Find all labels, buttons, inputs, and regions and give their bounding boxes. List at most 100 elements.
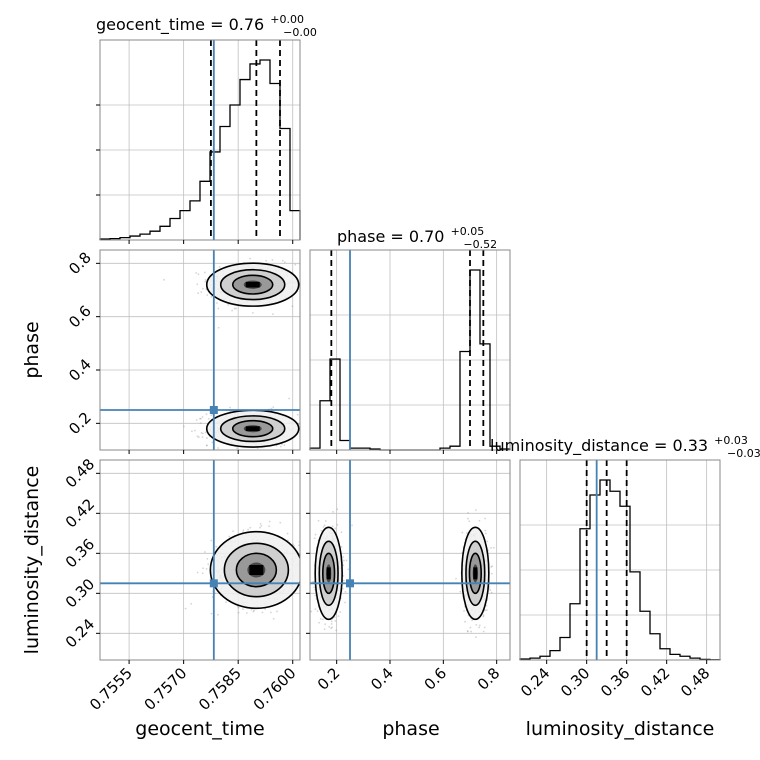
scatter-point-1-325	[272, 451, 274, 453]
scatter-point-1-70	[323, 524, 326, 527]
scatter-point-1-483	[334, 527, 337, 530]
ticklabel-x-phase-2: 0.6	[421, 664, 451, 694]
frame-2-1	[309, 459, 511, 661]
scatter-point-0-289	[196, 283, 199, 286]
scatter-point-0-429	[301, 622, 303, 624]
scatter-point-0-335	[218, 265, 221, 268]
scatter-point-0-97	[162, 278, 165, 281]
scatter-point-1-262	[332, 510, 335, 513]
scatter-point-1-237	[323, 628, 326, 631]
scatter-point-0-336	[466, 630, 469, 632]
scatter-point-0-439	[283, 261, 286, 264]
scatter-point-1-57	[318, 621, 320, 624]
scatter-point-0-258	[281, 259, 284, 262]
scatter-point-0-171	[252, 610, 255, 613]
scatter-point-0-9	[484, 517, 486, 520]
scatter-point-1-291	[204, 431, 207, 434]
scatter-point-0-418	[489, 589, 492, 592]
title-geocent_time: geocent_time = 0.76 +0.00 −0.00	[96, 8, 317, 39]
density-peak-1	[326, 567, 331, 580]
scatter-point-0-162	[467, 517, 469, 520]
scatter-point-1-81	[201, 436, 204, 439]
scatter-point-0-347	[294, 263, 297, 266]
scatter-point-1-403	[201, 416, 204, 418]
scatter-point-0-320	[292, 543, 294, 546]
scatter-point-1-444	[302, 429, 304, 431]
scatter-point-0-469	[490, 547, 492, 549]
scatter-point-1-127	[205, 413, 208, 416]
scatter-point-1-308	[195, 419, 198, 421]
scatter-point-1-392	[236, 447, 238, 450]
scatter-point-0-140	[242, 529, 245, 532]
scatter-point-1-349	[300, 422, 302, 424]
scatter-point-1-382	[308, 568, 310, 570]
scatter-point-1-381	[317, 519, 320, 522]
joint-geocent_time-luminosity_distance	[184, 520, 303, 624]
scatter-point-0-333	[490, 566, 493, 568]
scatter-point-1-215	[314, 608, 317, 611]
scatter-point-0-221	[271, 258, 274, 261]
scatter-point-0-256	[272, 617, 275, 620]
ticklabel-x-geocent_time-3: 0.7600	[250, 664, 300, 714]
scatter-point-0-519	[206, 294, 209, 297]
scatter-point-0-263	[217, 613, 219, 616]
scatter-point-0-296	[260, 524, 263, 527]
scatter-point-0-255	[475, 623, 478, 626]
density-peak-1	[245, 426, 260, 432]
scatter-point-0-434	[202, 567, 204, 570]
data-layer	[99, 40, 721, 661]
density-peak-0	[473, 567, 478, 580]
scatter-point-1-250	[336, 523, 339, 526]
scatter-point-0-262	[237, 611, 240, 614]
scatter-point-1-508	[340, 545, 343, 548]
scatter-point-0-369	[486, 540, 489, 543]
truth-marker-2-1	[346, 579, 354, 588]
scatter-point-1-107	[300, 432, 302, 434]
scatter-point-0-33	[201, 572, 204, 575]
scatter-point-0-339	[259, 523, 262, 525]
ticklabel-x-geocent_time-2: 0.7585	[195, 664, 245, 714]
scatter-point-1-154	[319, 617, 322, 620]
scatter-point-1-224	[342, 579, 345, 582]
scatter-point-1-91	[320, 529, 323, 532]
scatter-point-0-89	[490, 572, 493, 575]
frame-1-1	[309, 249, 511, 451]
scatter-point-1-430	[328, 625, 331, 628]
scatter-point-0-167	[490, 591, 493, 594]
frame-0-0	[99, 39, 301, 241]
scatter-point-0-467	[247, 528, 250, 531]
scatter-point-0-482	[466, 532, 468, 534]
scatter-point-0-102	[482, 614, 485, 617]
scatter-point-0-465	[190, 602, 193, 605]
ticklabel-y-phase-1: 0.4	[65, 355, 95, 385]
ticklabel-x-luminosity_distance-4: 0.48	[677, 664, 713, 700]
scatter-point-1-436	[301, 430, 303, 432]
scatter-point-0-197	[215, 545, 218, 548]
scatter-point-1-225	[307, 562, 309, 564]
scatter-point-0-437	[231, 309, 234, 312]
scatter-point-1-267	[301, 433, 303, 435]
scatter-point-1-489	[201, 432, 204, 435]
scatter-point-0-276	[232, 530, 235, 533]
scatter-point-0-171	[483, 626, 486, 629]
scatter-point-0-227	[184, 607, 187, 610]
scatter-point-0-215	[217, 307, 220, 310]
scatter-point-0-228	[475, 509, 477, 511]
scatter-point-0-240	[197, 292, 200, 295]
scatter-point-1-79	[318, 429, 320, 431]
scatter-point-1-453	[193, 429, 196, 432]
scatter-point-0-373	[492, 546, 495, 549]
scatter-point-0-446	[276, 610, 278, 613]
ticklabel-x-luminosity_distance-3: 0.42	[637, 664, 673, 700]
ticklabel-y-phase-3: 0.8	[65, 249, 95, 279]
scatter-point-0-349	[304, 275, 306, 277]
truth-marker-1-0	[209, 406, 218, 414]
scatter-point-0-144	[286, 532, 289, 535]
scatter-point-1-320	[313, 537, 316, 540]
scatter-point-1-159	[344, 591, 347, 593]
scatter-point-0-332	[227, 303, 230, 306]
ticklabel-x-phase-1: 0.4	[367, 664, 397, 694]
scatter-point-0-365	[467, 512, 469, 514]
scatter-point-0-189	[197, 273, 200, 276]
histogram-geocent_time	[99, 59, 301, 240]
